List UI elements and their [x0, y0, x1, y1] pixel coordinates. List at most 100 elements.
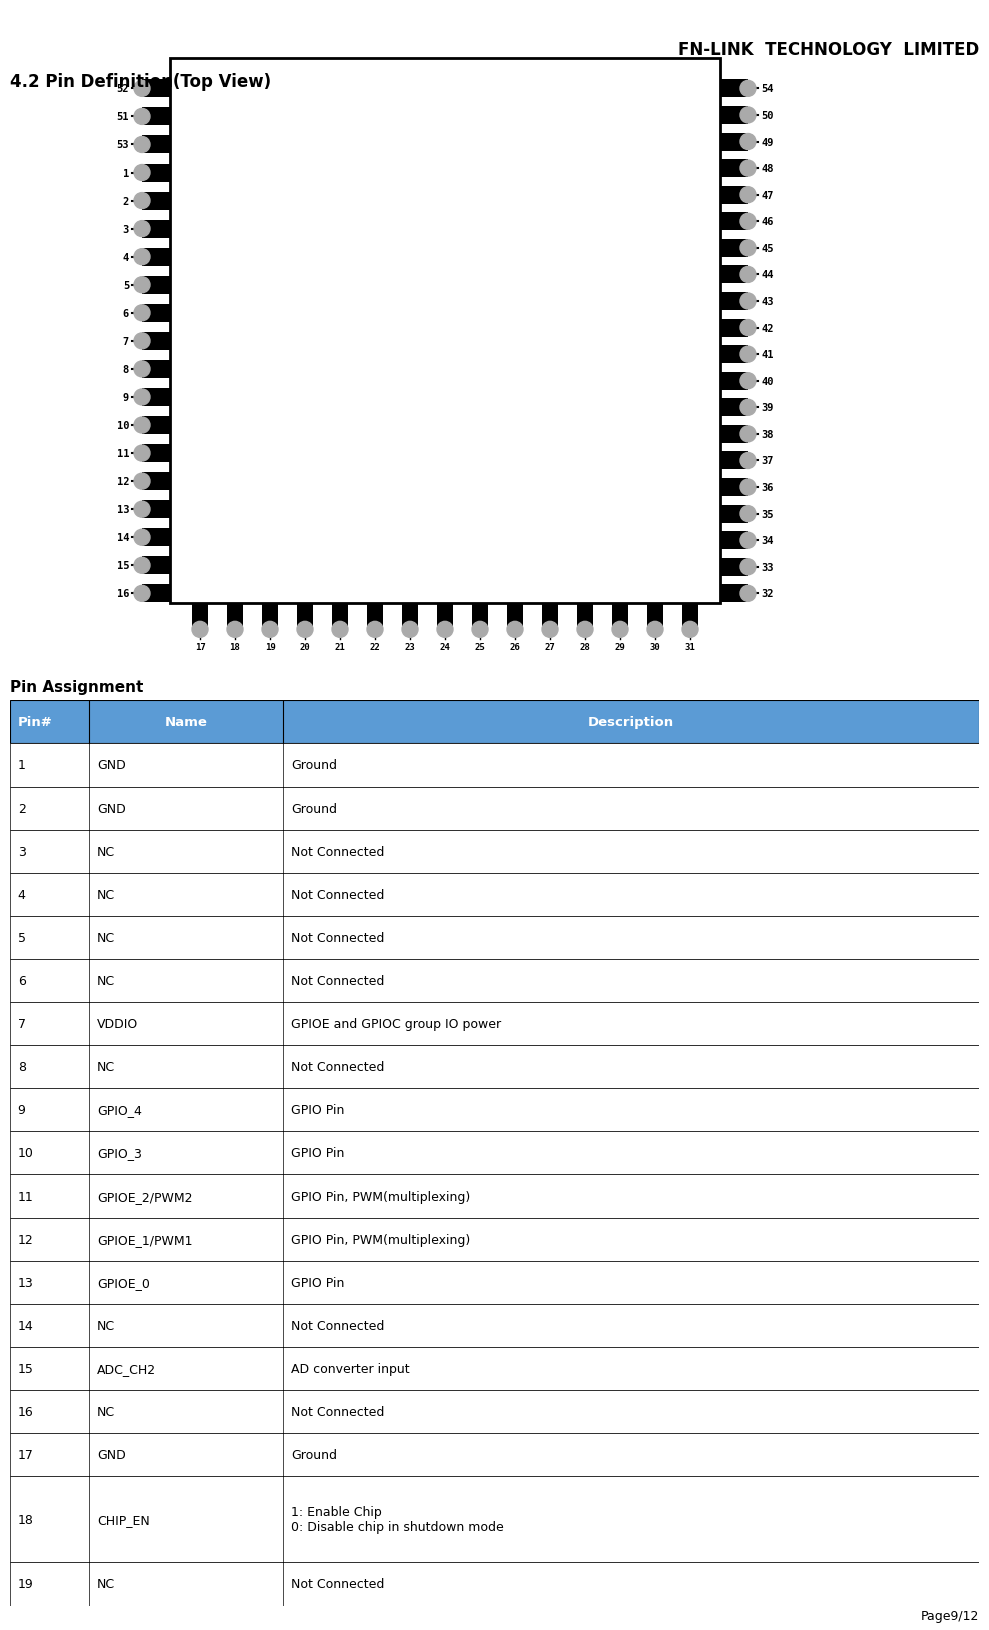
Circle shape	[740, 373, 756, 390]
Bar	[10, 701, 979, 743]
Text: 51: 51	[117, 112, 129, 122]
Text: GPIOE_1/PWM1: GPIOE_1/PWM1	[97, 1232, 193, 1245]
Bar	[720, 479, 748, 497]
Bar	[142, 277, 170, 295]
Text: NC: NC	[97, 888, 116, 901]
Circle shape	[740, 479, 756, 496]
Text: 13: 13	[117, 505, 129, 515]
Text: 37: 37	[761, 456, 773, 466]
Text: NC: NC	[97, 846, 116, 857]
Text: 9: 9	[18, 1104, 26, 1117]
Bar	[720, 531, 748, 549]
Circle shape	[577, 623, 593, 637]
Text: 5: 5	[123, 280, 129, 290]
Bar	[367, 605, 383, 629]
Circle shape	[740, 241, 756, 256]
Text: 1: 1	[18, 760, 26, 773]
Bar	[720, 214, 748, 231]
Bar	[720, 505, 748, 523]
Circle shape	[134, 445, 150, 461]
Text: AD converter input: AD converter input	[291, 1363, 409, 1376]
Text: 10: 10	[18, 1148, 34, 1159]
Bar	[472, 605, 488, 629]
Circle shape	[437, 623, 453, 637]
Bar	[647, 605, 663, 629]
Text: GPIOE_2/PWM2: GPIOE_2/PWM2	[97, 1190, 193, 1203]
Bar	[142, 500, 170, 518]
Bar	[720, 240, 748, 258]
Bar	[10, 1477, 979, 1563]
Circle shape	[402, 623, 418, 637]
Bar	[142, 108, 170, 127]
Bar	[612, 605, 628, 629]
Bar	[10, 1089, 979, 1131]
Text: NC: NC	[97, 1405, 116, 1418]
Text: CHIP_EN: CHIP_EN	[97, 1513, 150, 1526]
Bar	[720, 425, 748, 443]
Circle shape	[472, 623, 488, 637]
Bar	[227, 605, 243, 629]
Bar	[142, 417, 170, 435]
Text: 40: 40	[761, 377, 773, 386]
Circle shape	[134, 109, 150, 126]
Text: GPIO Pin: GPIO Pin	[291, 1148, 344, 1159]
Text: 12: 12	[117, 478, 129, 487]
Text: GPIO Pin: GPIO Pin	[291, 1276, 344, 1289]
Text: 39: 39	[761, 403, 773, 412]
Text: 54: 54	[761, 85, 773, 95]
Text: GND: GND	[97, 1449, 126, 1460]
Circle shape	[740, 321, 756, 336]
Circle shape	[134, 165, 150, 181]
Circle shape	[134, 474, 150, 491]
Text: 16: 16	[117, 588, 129, 598]
Circle shape	[134, 194, 150, 209]
Bar	[720, 452, 748, 469]
Bar	[142, 528, 170, 548]
Text: 48: 48	[761, 165, 773, 174]
Circle shape	[134, 530, 150, 546]
Circle shape	[740, 559, 756, 575]
Circle shape	[740, 533, 756, 549]
Text: 10: 10	[117, 421, 129, 430]
Bar	[142, 220, 170, 238]
Bar	[682, 605, 698, 629]
Bar	[262, 605, 278, 629]
Bar	[142, 585, 170, 603]
Bar	[720, 108, 748, 126]
Circle shape	[134, 587, 150, 601]
Text: GND: GND	[97, 760, 126, 773]
Bar	[720, 559, 748, 577]
Bar	[10, 787, 979, 830]
Bar	[10, 1433, 979, 1477]
Text: 6: 6	[123, 308, 129, 318]
Text: 7: 7	[18, 1017, 26, 1030]
Circle shape	[134, 390, 150, 406]
Circle shape	[134, 417, 150, 434]
Circle shape	[740, 267, 756, 284]
Text: 26: 26	[509, 642, 520, 652]
Circle shape	[740, 293, 756, 310]
Text: GPIO Pin, PWM(multiplexing): GPIO Pin, PWM(multiplexing)	[291, 1232, 470, 1245]
Bar	[142, 305, 170, 323]
Circle shape	[134, 222, 150, 238]
Text: GPIO_3: GPIO_3	[97, 1148, 142, 1159]
Circle shape	[740, 161, 756, 178]
Text: 19: 19	[265, 642, 275, 652]
Text: 1: 1	[123, 168, 129, 178]
Text: 5: 5	[18, 931, 26, 944]
Text: 13: 13	[18, 1276, 34, 1289]
Circle shape	[134, 249, 150, 266]
Text: Page9/12: Page9/12	[921, 1609, 979, 1622]
Circle shape	[740, 507, 756, 522]
Text: Not Connected: Not Connected	[291, 1319, 385, 1332]
Text: 18: 18	[229, 642, 240, 652]
Text: 36: 36	[761, 482, 773, 492]
Bar	[720, 186, 748, 204]
Circle shape	[134, 82, 150, 98]
Text: 3: 3	[123, 225, 129, 235]
Text: 43: 43	[761, 297, 773, 306]
Text: Not Connected: Not Connected	[291, 1061, 385, 1074]
Text: 30: 30	[650, 642, 661, 652]
Text: VDDIO: VDDIO	[97, 1017, 138, 1030]
Text: 1: Enable Chip
0: Disable chip in shutdown mode: 1: Enable Chip 0: Disable chip in shutdo…	[291, 1506, 503, 1534]
